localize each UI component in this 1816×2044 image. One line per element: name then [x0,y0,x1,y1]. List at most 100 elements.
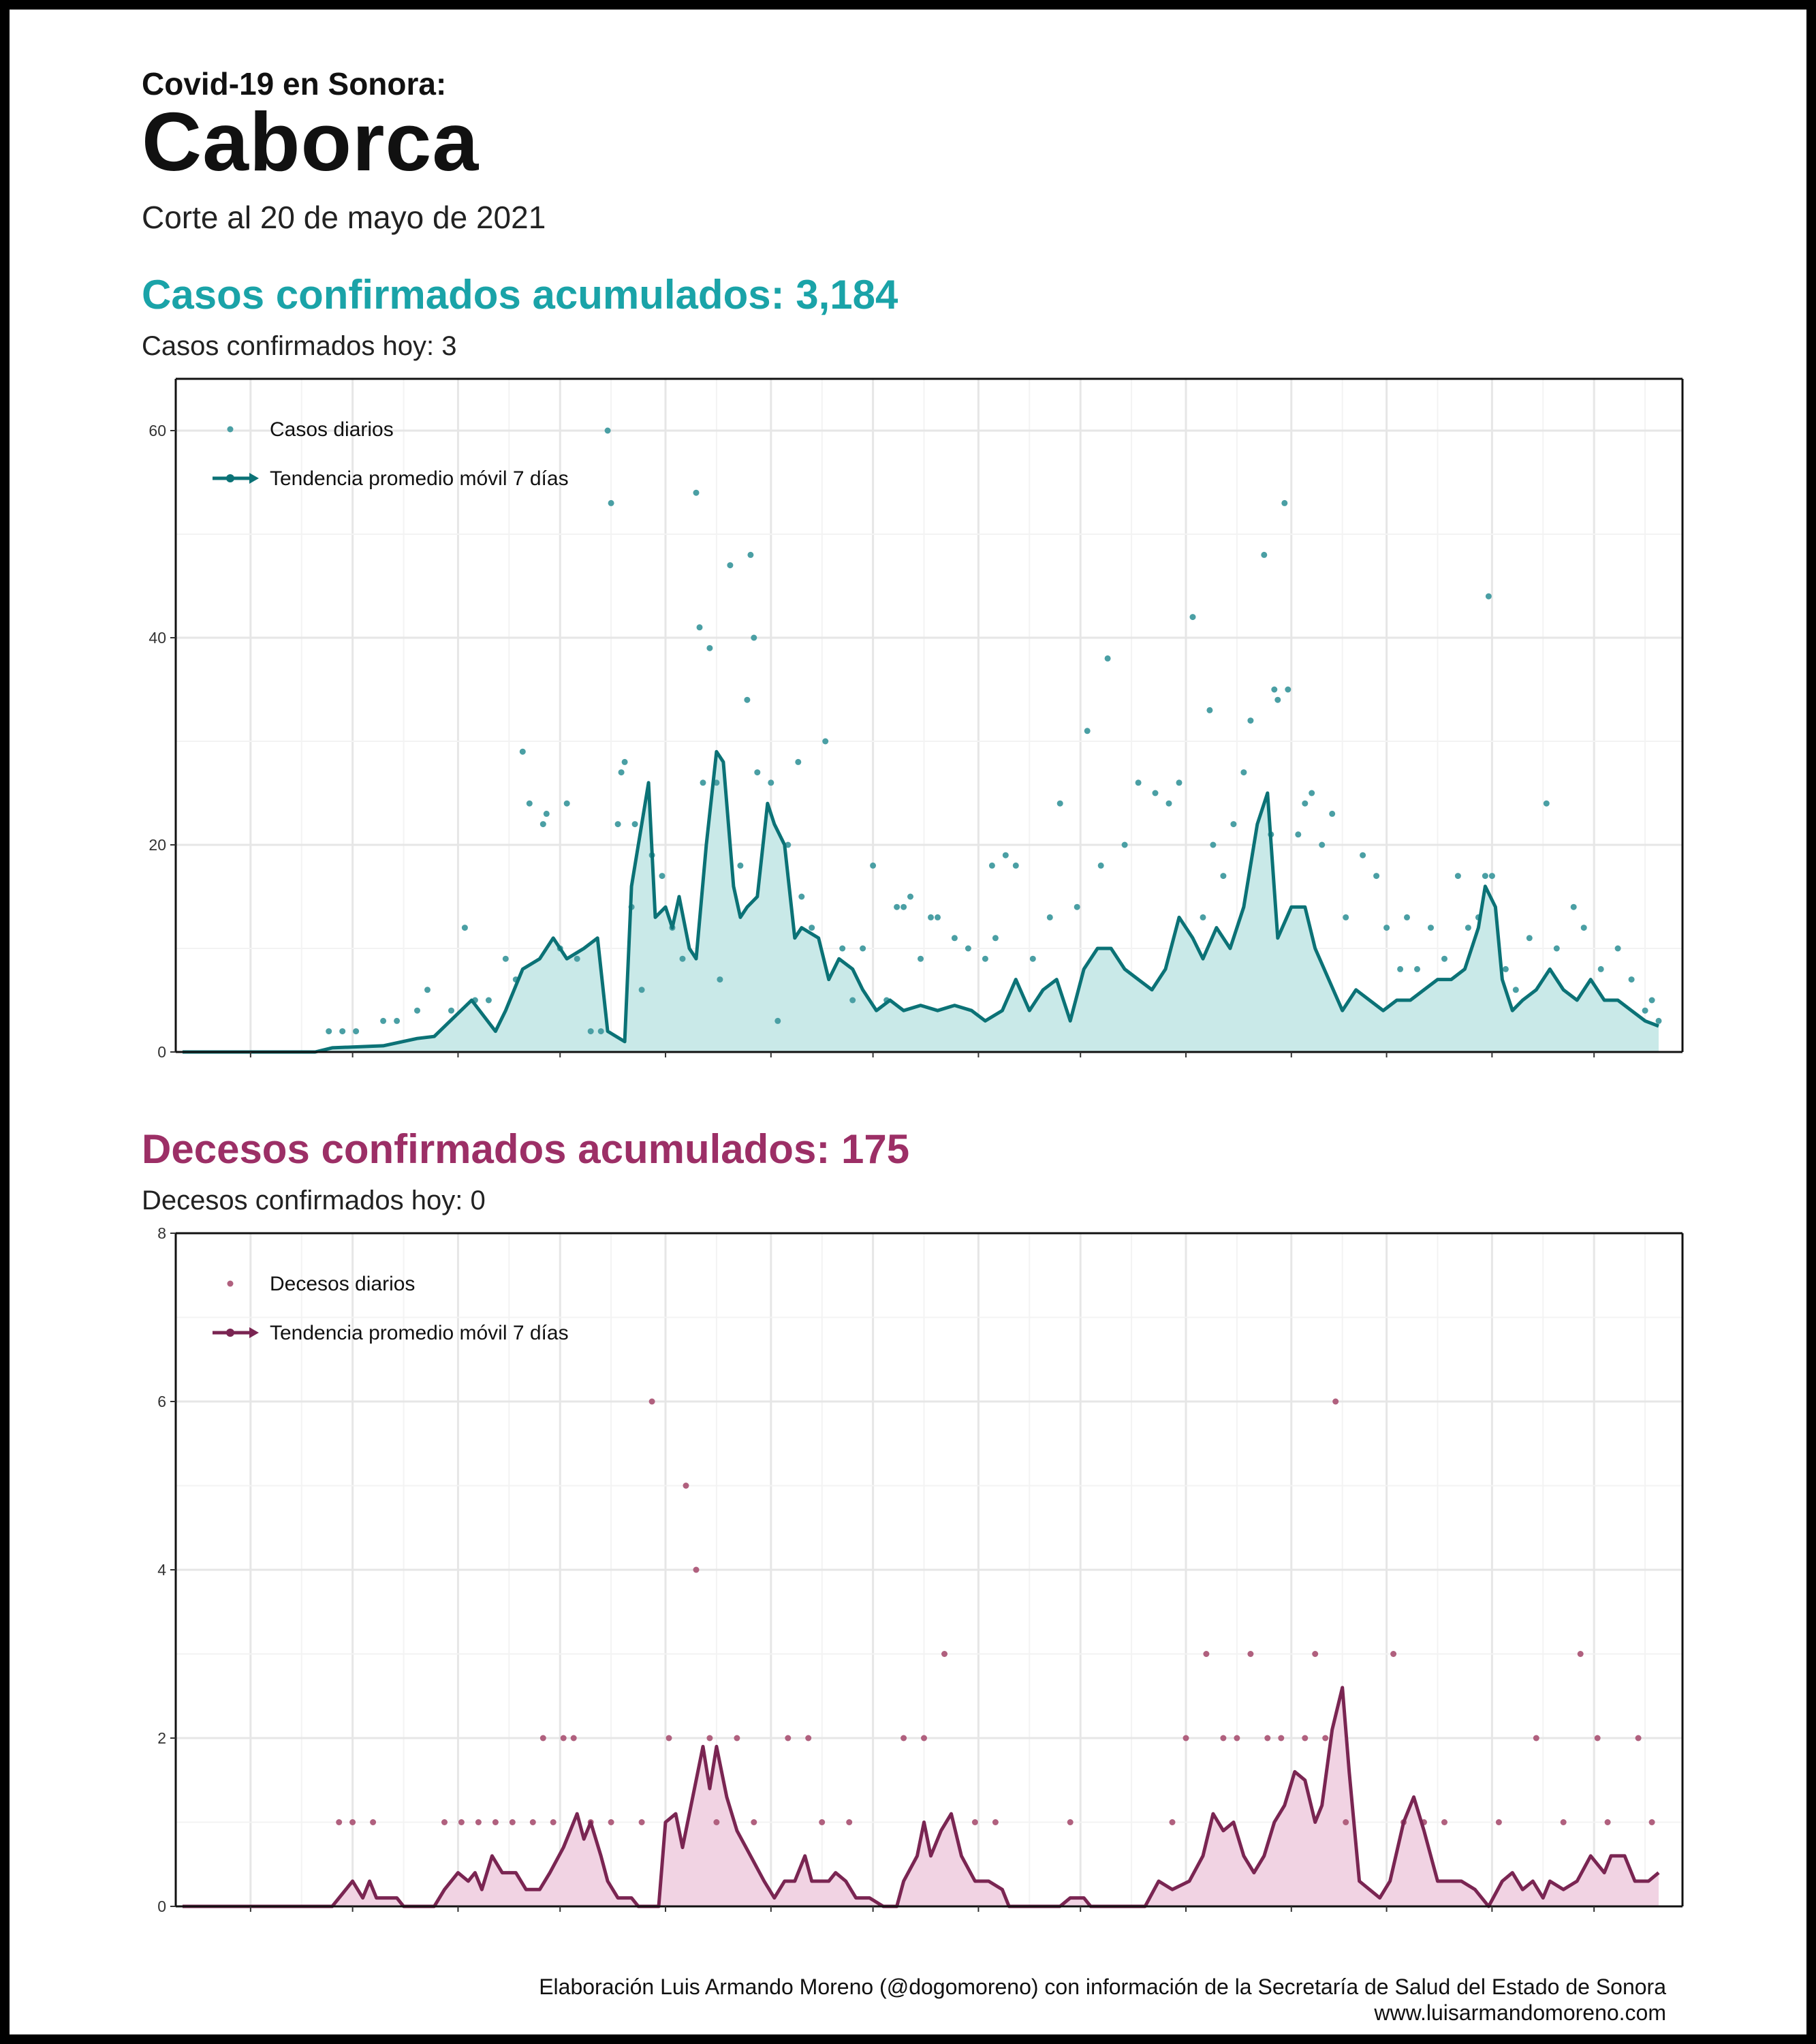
data-point [860,945,866,952]
data-point [1322,1735,1329,1741]
data-point [604,427,611,434]
data-point [693,1566,700,1573]
data-point [543,810,550,817]
data-point [1271,686,1278,693]
data-point [768,779,774,786]
deaths-trend-line [183,1686,1660,1908]
data-point [1332,1398,1339,1405]
data-point [1628,976,1635,983]
deaths-trend-area [183,1687,1659,1906]
data-point [1274,696,1281,703]
deaths-today: Decesos confirmados hoy: 0 [142,1186,486,1215]
data-point [1404,914,1410,920]
data-point [696,624,703,631]
data-point [713,1819,720,1825]
data-point [1502,965,1509,972]
data-point [1056,800,1063,807]
data-point [1343,1819,1349,1825]
legend-trend-label: Tendencia promedio móvil 7 días [270,467,569,490]
chart-card: Covid-19 en Sonora: Caborca Corte al 20 … [10,10,1806,2034]
data-point [353,1028,360,1035]
data-point [727,562,734,569]
data-point [1302,800,1309,807]
legend-line-arrow [249,1327,259,1338]
data-point [683,1483,689,1489]
data-point [380,1017,387,1024]
legend-points-label: Decesos diarios [270,1273,415,1295]
data-point [458,1819,465,1825]
y-tick-label: 20 [148,836,166,854]
data-point [1312,1651,1319,1657]
data-point [519,748,526,755]
data-point [965,945,971,952]
data-point [1121,841,1128,848]
data-point [1200,914,1206,920]
data-point [1526,935,1533,942]
page-title: Caborca [142,95,480,188]
data-point [1104,655,1111,662]
data-point [774,1017,781,1024]
y-tick-label: 0 [157,1898,166,1913]
data-point [659,873,666,880]
data-point [1281,499,1288,506]
data-point [666,1735,672,1741]
data-point [1074,903,1080,910]
data-point [809,925,815,931]
data-point [819,1819,826,1825]
data-point [1373,873,1380,880]
supertitle: Covid-19 en Sonora: [142,66,447,102]
data-point [570,1735,577,1741]
data-point [805,1735,812,1741]
data-point [1169,1819,1176,1825]
legend-point-key [227,426,234,433]
data-point [744,696,751,703]
data-point [1488,873,1495,880]
data-point [1560,1819,1567,1825]
data-point [988,862,995,869]
data-point [638,1819,645,1825]
data-point [414,1007,420,1014]
data-point [618,769,625,776]
data-point [1230,821,1237,828]
data-point [1084,728,1091,734]
cases-heading: Casos confirmados acumulados: 3,184 [142,272,898,318]
data-point [849,997,856,1004]
cutoff-date: Corte al 20 de mayo de 2021 [142,200,546,235]
data-point [1594,1735,1601,1741]
data-point [1012,862,1019,869]
data-point [951,935,958,942]
data-point [1454,873,1461,880]
data-point [1485,593,1492,600]
y-tick-label: 6 [157,1393,166,1410]
data-point [1533,1735,1539,1741]
data-point [751,1819,757,1825]
data-point [1285,686,1291,693]
data-point [751,634,757,641]
data-point [509,1819,516,1825]
data-point [550,1819,557,1825]
data-point [1614,945,1621,952]
data-point [706,1735,713,1741]
data-point [754,769,761,776]
data-point [1441,955,1447,962]
data-point [1414,965,1420,972]
data-point [1655,1017,1662,1024]
data-point [1152,790,1159,796]
data-point [700,779,706,786]
data-point [574,955,580,962]
legend-points-label: Casos diarios [270,418,394,441]
data-point [539,821,546,828]
data-point [529,1819,536,1825]
data-point [1319,841,1326,848]
data-point [693,489,700,496]
data-point [560,1735,567,1741]
y-tick-label: 8 [157,1225,166,1242]
data-point [1067,1819,1074,1825]
data-point [1648,997,1655,1004]
cases-trend-line [183,749,1659,1054]
data-point [1495,1819,1502,1825]
data-point [1383,925,1390,931]
data-point [1428,925,1434,931]
data-point [621,758,628,765]
data-point [1183,1735,1189,1741]
